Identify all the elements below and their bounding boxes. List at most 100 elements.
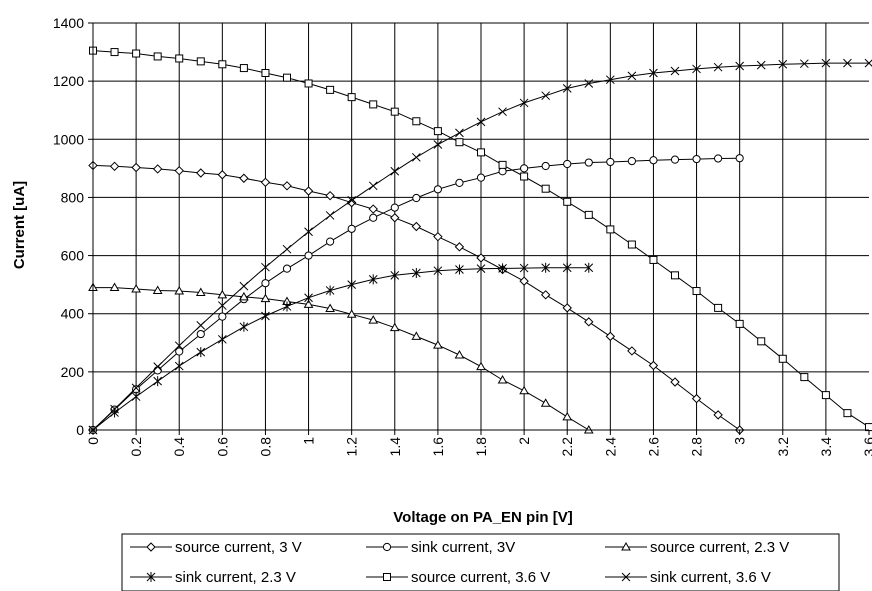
legend-label: source current, 3.6 V: [411, 569, 550, 586]
legend-item: sink current, 2.3 V: [130, 569, 296, 586]
data-point: [325, 303, 335, 312]
data-point: [498, 263, 507, 274]
data-point: [562, 411, 573, 421]
data-point: [412, 193, 421, 203]
x-tick-label: 1.4: [387, 437, 403, 457]
data-point: [390, 203, 399, 212]
y-axis-title: Current [uA]: [11, 181, 28, 269]
data-point: [498, 160, 507, 169]
y-tick-label: 1000: [53, 131, 84, 147]
x-axis-title: Voltage on PA_EN pin [V]: [393, 509, 572, 526]
x-tick-label: 3.2: [775, 437, 791, 457]
data-point: [433, 340, 443, 349]
x-tick-label: 2.4: [602, 437, 618, 457]
legend-label: source current, 3 V: [175, 539, 302, 556]
data-point: [562, 84, 572, 93]
data-point: [239, 321, 249, 332]
legend-item: sink current, 3V: [366, 539, 515, 556]
data-point: [519, 276, 529, 286]
data-point: [109, 282, 120, 292]
data-point: [627, 346, 637, 356]
data-point: [282, 244, 292, 254]
legend-box: [121, 533, 840, 591]
data-point: [261, 69, 270, 78]
data-point: [217, 289, 228, 299]
y-axis-tick-labels: 0 200 400 600 800 1000 1200 1400: [53, 15, 84, 438]
series-line: [93, 287, 590, 431]
data-point: [627, 156, 636, 166]
data-point: [433, 140, 443, 149]
data-point: [498, 107, 507, 117]
data-point: [326, 237, 335, 246]
data-point: [519, 385, 529, 395]
data-point: [303, 299, 314, 308]
legend-marker: [146, 572, 156, 582]
data-point: [821, 58, 831, 68]
series-line: [92, 267, 589, 431]
data-point: [627, 71, 637, 81]
data-point: [541, 91, 551, 101]
x-tick-label: 0.8: [257, 437, 273, 457]
data-point: [152, 164, 163, 174]
data-point: [132, 49, 141, 58]
data-point: [454, 349, 465, 359]
data-point: [692, 287, 701, 296]
legend-marker: [621, 572, 631, 582]
series-1: [88, 160, 745, 435]
data-point: [433, 185, 442, 194]
data-point: [649, 156, 658, 165]
y-tick-label: 200: [61, 364, 85, 380]
data-point: [821, 391, 830, 400]
x-tick-label: 0: [85, 437, 101, 445]
legend-label: sink current, 2.3 V: [175, 569, 296, 586]
data-point: [109, 161, 120, 172]
data-point: [584, 210, 593, 219]
data-point: [325, 285, 335, 296]
x-tick-label: 3.4: [818, 437, 834, 457]
data-point: [304, 251, 313, 260]
data-point: [261, 262, 270, 272]
y-tick-label: 1200: [53, 73, 84, 89]
y-tick-label: 1400: [53, 15, 84, 31]
series-5: [89, 46, 872, 432]
data-point: [196, 347, 206, 358]
data-point: [196, 57, 205, 66]
x-tick-label: 0.2: [128, 437, 144, 457]
data-point: [261, 279, 270, 288]
data-point: [713, 410, 723, 420]
legend-item: sink current, 3.6 V: [605, 569, 771, 586]
data-point: [282, 264, 292, 273]
y-tick-label: 600: [61, 248, 85, 264]
data-point: [217, 334, 227, 345]
data-point: [368, 204, 378, 214]
data-point: [153, 366, 162, 375]
axes: [88, 22, 870, 435]
data-point: [412, 117, 421, 126]
data-point: [563, 159, 572, 169]
data-point: [218, 60, 227, 69]
data-point: [540, 398, 551, 407]
data-point: [261, 311, 270, 322]
data-point: [584, 158, 593, 167]
x-tick-label: 2.8: [689, 437, 705, 457]
data-point: [174, 341, 184, 351]
data-point: [283, 73, 291, 82]
data-point: [239, 64, 248, 73]
data-point: [217, 301, 227, 310]
data-point: [153, 362, 163, 371]
data-point: [260, 177, 271, 188]
data-point: [152, 285, 163, 294]
data-point: [282, 301, 292, 312]
data-point: [195, 287, 206, 296]
data-point: [153, 376, 163, 387]
data-point: [411, 331, 422, 340]
data-point: [541, 161, 550, 171]
data-point: [239, 291, 249, 301]
y-tick-label: 0: [76, 422, 84, 438]
data-point: [411, 152, 421, 162]
data-point: [175, 54, 184, 63]
data-point: [692, 64, 701, 74]
data-point: [757, 337, 766, 346]
data-point: [843, 58, 852, 68]
